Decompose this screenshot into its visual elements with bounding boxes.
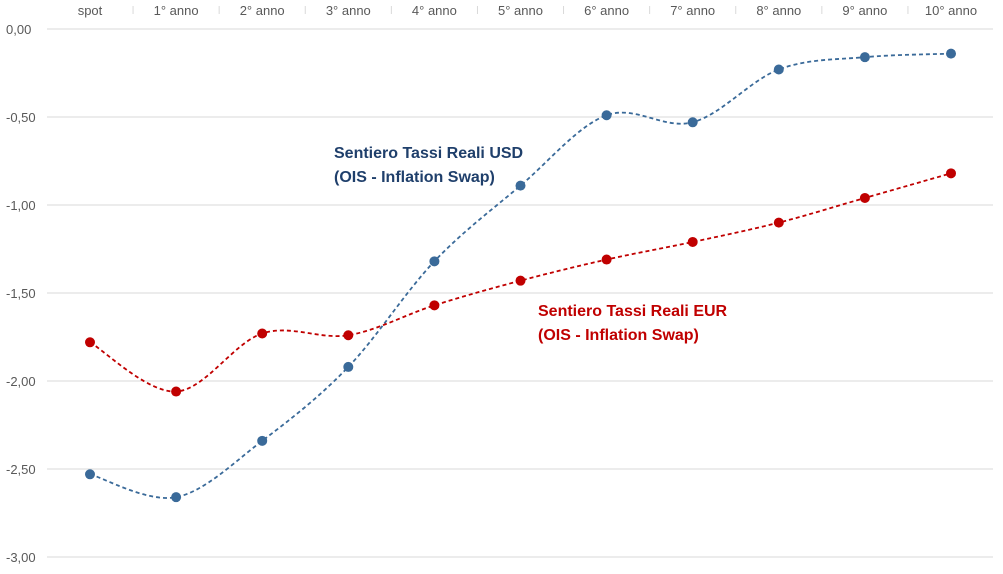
data-point-usd bbox=[85, 469, 95, 480]
y-tick-label: -2,00 bbox=[6, 374, 36, 389]
series-lines bbox=[89, 52, 952, 499]
x-tick-label: 7° anno bbox=[670, 3, 715, 18]
x-tick-label: 10° anno bbox=[925, 3, 977, 18]
x-tick-label: 3° anno bbox=[326, 3, 371, 18]
y-tick-label: -2,50 bbox=[6, 462, 36, 477]
data-point-usd bbox=[773, 64, 784, 75]
x-tick-label: 4° anno bbox=[412, 3, 457, 18]
x-tick-label: 8° anno bbox=[756, 3, 801, 18]
data-point-eur bbox=[515, 275, 526, 286]
data-point-eur bbox=[171, 386, 182, 397]
x-tick-label: 6° anno bbox=[584, 3, 629, 18]
data-point-usd bbox=[515, 180, 526, 191]
y-axis-tick-labels: 0,00 -0,50 -1,00 -1,50 -2,00 -2,50 -3,00 bbox=[6, 22, 36, 565]
data-point-usd bbox=[687, 117, 698, 128]
data-point-usd bbox=[429, 256, 440, 267]
annotation-eur-line1: Sentiero Tassi Reali EUR bbox=[538, 303, 728, 320]
y-tick-label: 0,00 bbox=[6, 22, 31, 37]
x-tick-label: 2° anno bbox=[240, 3, 285, 18]
annotation-eur-line2: (OIS - Inflation Swap) bbox=[538, 327, 699, 344]
data-points bbox=[85, 48, 956, 503]
y-tick-label: -1,00 bbox=[6, 198, 36, 213]
series-line-usd bbox=[89, 52, 952, 499]
annotation-usd-line1: Sentiero Tassi Reali USD bbox=[334, 145, 523, 162]
data-point-eur bbox=[257, 328, 268, 339]
data-point-usd bbox=[859, 52, 870, 63]
x-tick-label: 5° anno bbox=[498, 3, 543, 18]
y-tick-label: -1,50 bbox=[6, 286, 36, 301]
data-point-eur bbox=[687, 236, 698, 247]
y-tick-label: -3,00 bbox=[6, 550, 36, 565]
annotation-usd-line2: (OIS - Inflation Swap) bbox=[334, 169, 495, 186]
x-tick-label: 1° anno bbox=[154, 3, 199, 18]
data-point-eur bbox=[85, 337, 95, 348]
data-point-eur bbox=[773, 217, 784, 228]
data-point-usd bbox=[171, 492, 182, 503]
x-tick-label: 9° anno bbox=[842, 3, 887, 18]
x-axis-tick-labels: spot 1° anno 2° anno 3° anno 4° anno 5° anno 6… bbox=[78, 3, 977, 18]
data-point-eur bbox=[343, 330, 354, 341]
gridlines bbox=[47, 6, 993, 558]
data-point-usd bbox=[946, 48, 956, 59]
y-tick-label: -0,50 bbox=[6, 110, 36, 125]
data-point-eur bbox=[859, 192, 870, 203]
data-point-usd bbox=[257, 435, 268, 446]
data-point-eur bbox=[429, 300, 440, 311]
data-point-usd bbox=[343, 361, 354, 372]
data-point-eur bbox=[601, 254, 612, 265]
data-point-eur bbox=[946, 168, 956, 179]
x-tick-label: spot bbox=[78, 3, 103, 18]
data-point-usd bbox=[601, 110, 612, 121]
